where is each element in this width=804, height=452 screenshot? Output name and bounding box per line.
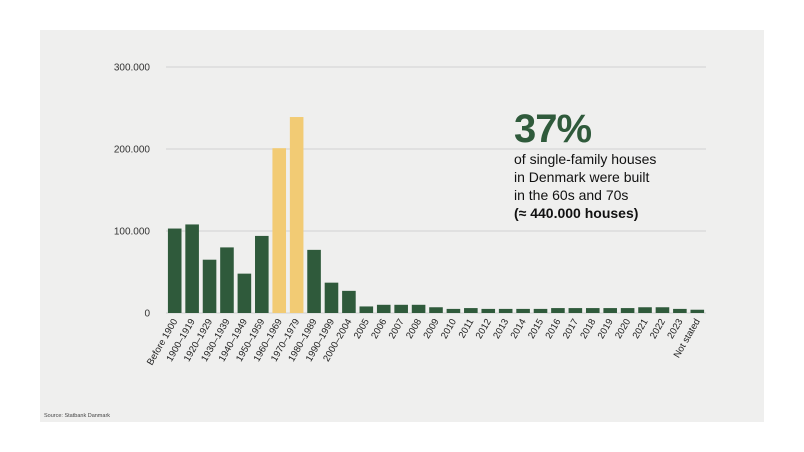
y-tick-label: 0 — [144, 309, 150, 320]
bar — [185, 224, 199, 313]
chart-panel: 0 100.000 200.000 300.000 Before 1900 1900–19… — [40, 30, 764, 422]
bar — [638, 307, 652, 313]
bar — [394, 304, 408, 313]
annotation-line-1: of single-family houses — [514, 151, 657, 167]
bar — [411, 304, 426, 313]
bar — [376, 304, 391, 313]
stat-value: 37% — [514, 107, 592, 151]
bar — [237, 273, 252, 313]
source-note: Source: Statbank Danmark — [44, 413, 111, 419]
bar — [516, 308, 530, 313]
x-tick-label: 2017 — [561, 317, 581, 341]
bar — [202, 259, 217, 313]
x-tick-label: 2012 — [474, 317, 494, 341]
bar — [585, 308, 600, 313]
bar — [324, 282, 339, 313]
bar — [568, 308, 583, 313]
bar — [464, 308, 478, 313]
y-tick-label: 100.000 — [114, 227, 151, 238]
annotation: 37% of single-family houses in Denmark w… — [514, 108, 656, 222]
bar — [307, 249, 321, 313]
x-tick-label: 2014 — [509, 317, 529, 341]
bar — [220, 247, 234, 313]
x-tick-label: 2008 — [404, 317, 424, 341]
bar — [289, 117, 304, 314]
annotation-line-3: in the 60s and 70s — [514, 187, 629, 203]
x-tick-label: 2013 — [491, 317, 511, 341]
x-tick-label: 2006 — [369, 317, 389, 341]
bar — [620, 308, 635, 313]
bar — [446, 308, 461, 313]
bar — [533, 308, 548, 313]
x-tick-label: 2015 — [526, 317, 546, 341]
bar — [429, 307, 443, 313]
bar — [255, 235, 269, 313]
x-tick-label: 2007 — [387, 317, 407, 341]
bar — [655, 307, 670, 313]
x-tick-label: 2016 — [543, 317, 563, 341]
bar — [690, 309, 705, 313]
x-tick-label: 2020 — [613, 317, 633, 341]
x-tick-label: 2022 — [648, 317, 668, 341]
x-tick-label: 2011 — [457, 317, 477, 340]
bar — [167, 228, 182, 313]
bar — [481, 308, 496, 313]
annotation-bold-line: (≈ 440.000 houses) — [514, 205, 639, 221]
x-tick-label: 2009 — [422, 317, 442, 341]
bar — [359, 306, 374, 313]
x-tick-label: 2019 — [596, 317, 616, 341]
bar — [498, 308, 513, 313]
x-tick-label: 2021 — [631, 317, 651, 341]
x-tick-label: 2005 — [352, 317, 372, 341]
y-tick-label: 200.000 — [114, 145, 151, 156]
bar — [673, 308, 687, 313]
annotation-line-2: in Denmark were built — [514, 169, 650, 185]
x-tick-label: 2010 — [439, 317, 459, 341]
y-tick-label: 300.000 — [114, 63, 151, 74]
bar — [272, 148, 287, 313]
x-tick-label: 2018 — [578, 317, 598, 341]
bar — [342, 290, 356, 313]
bar — [551, 308, 565, 313]
bar — [603, 308, 617, 313]
